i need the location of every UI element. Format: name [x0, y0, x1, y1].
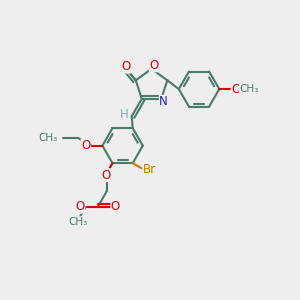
Text: O: O [76, 200, 85, 213]
Text: O: O [111, 200, 120, 213]
Text: H: H [120, 108, 129, 122]
Text: O: O [102, 169, 111, 182]
Text: N: N [159, 95, 168, 108]
Text: O: O [231, 82, 241, 96]
Text: O: O [81, 139, 90, 152]
Text: CH₃: CH₃ [239, 84, 259, 94]
Text: Br: Br [142, 163, 156, 176]
Text: CH₃: CH₃ [68, 217, 87, 227]
Text: O: O [121, 60, 130, 73]
Text: O: O [149, 59, 158, 72]
Text: CH₃: CH₃ [38, 133, 58, 143]
